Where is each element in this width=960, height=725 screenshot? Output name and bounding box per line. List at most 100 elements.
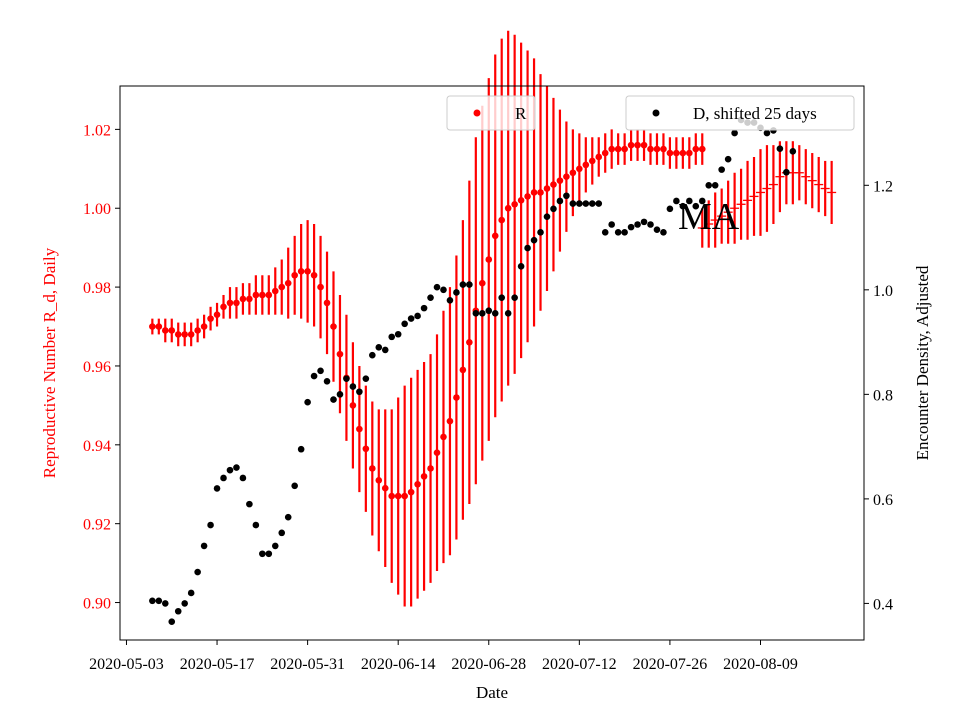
data-point <box>394 330 402 338</box>
data-point <box>440 286 447 294</box>
data-point <box>433 283 441 291</box>
data-point <box>556 177 564 184</box>
x-tick-label: 2020-06-28 <box>451 656 526 673</box>
data-point <box>174 607 182 615</box>
data-point <box>149 597 156 605</box>
data-point <box>187 589 195 597</box>
data-point <box>576 200 583 207</box>
data-point <box>427 465 434 472</box>
y-left-tick-label: 0.94 <box>83 438 111 455</box>
data-point <box>783 168 790 176</box>
x-tick-label: 2020-07-12 <box>542 656 617 673</box>
data-point <box>291 271 298 279</box>
data-point <box>556 197 564 205</box>
data-point <box>466 338 473 346</box>
data-point <box>698 145 706 153</box>
data-point <box>213 485 221 492</box>
data-point <box>679 149 687 157</box>
data-point <box>259 291 266 299</box>
data-point <box>524 193 531 200</box>
data-point <box>698 197 706 205</box>
legend-r-marker <box>473 109 481 117</box>
data-point <box>369 465 376 472</box>
data-point <box>511 294 518 301</box>
data-point <box>595 200 603 207</box>
data-point <box>614 229 622 236</box>
data-point <box>233 464 240 471</box>
data-point <box>504 310 512 317</box>
data-point <box>478 310 486 317</box>
data-point <box>226 299 234 307</box>
y-left-tick-label: 0.96 <box>83 359 111 376</box>
data-point <box>194 327 201 334</box>
data-point <box>349 383 357 390</box>
data-point <box>459 281 467 288</box>
data-point <box>588 157 596 165</box>
y-left-axis-title: Reproductive Number R_d, Daily <box>40 247 59 478</box>
x-tick-label: 2020-08-09 <box>723 656 798 673</box>
data-point <box>789 148 797 155</box>
data-point <box>608 145 615 153</box>
data-point <box>407 315 415 322</box>
data-point <box>317 367 324 375</box>
data-point <box>356 425 363 433</box>
data-point <box>336 350 344 358</box>
data-point <box>304 268 311 275</box>
data-point <box>705 182 713 189</box>
data-point <box>673 149 680 157</box>
data-point <box>187 331 195 338</box>
y-left-tick-label: 1.02 <box>83 122 111 139</box>
data-point <box>601 229 609 236</box>
data-point <box>265 550 273 558</box>
y-left-tick-label: 0.92 <box>83 517 111 534</box>
data-point <box>414 480 421 488</box>
data-point <box>485 256 493 263</box>
data-point <box>634 221 641 228</box>
data-point <box>388 492 396 500</box>
data-point <box>310 271 318 279</box>
data-point <box>388 333 396 341</box>
data-point <box>284 279 292 287</box>
data-point <box>194 568 201 576</box>
data-point <box>271 287 279 295</box>
data-point <box>168 327 176 334</box>
data-point <box>537 229 544 236</box>
data-point <box>252 521 260 529</box>
data-point <box>381 484 389 492</box>
data-point <box>686 149 693 157</box>
series-d-shifted-25-days <box>149 116 797 626</box>
data-point <box>155 323 163 330</box>
data-point <box>200 323 208 330</box>
data-point <box>569 200 577 207</box>
data-point <box>569 169 577 177</box>
data-point <box>466 281 473 288</box>
data-point <box>653 226 661 234</box>
data-point <box>627 141 635 149</box>
axis-layer: 2020-05-03 2020-05-17 2020-05-31 2020-06-14… <box>83 122 893 673</box>
data-point <box>239 474 247 482</box>
data-point <box>149 323 156 330</box>
legend-d-label: D, shifted 25 days <box>693 104 817 123</box>
data-point <box>537 189 544 196</box>
data-point <box>576 165 583 173</box>
data-point <box>601 149 609 157</box>
data-point <box>220 303 227 311</box>
data-point <box>614 145 622 153</box>
data-point <box>330 396 337 403</box>
data-point <box>362 375 370 382</box>
data-point <box>485 307 493 315</box>
data-point <box>692 145 700 153</box>
data-point <box>356 388 363 396</box>
y-right-tick-label: 1.0 <box>873 283 893 300</box>
y-right-axis-title: Encounter Density, Adjusted <box>913 265 932 460</box>
x-tick-label: 2020-06-14 <box>361 656 436 673</box>
data-point <box>284 513 292 521</box>
data-point <box>317 283 324 291</box>
data-point <box>161 600 169 607</box>
data-point <box>498 294 506 301</box>
data-point <box>686 197 693 205</box>
data-point <box>207 521 214 529</box>
data-point <box>673 197 680 205</box>
